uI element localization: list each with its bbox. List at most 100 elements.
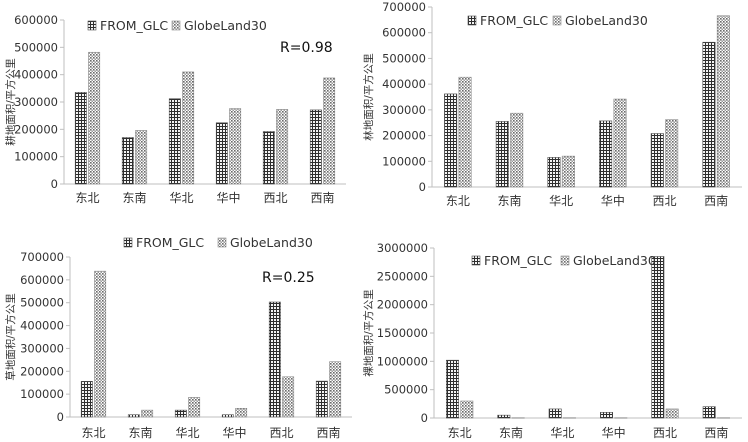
- legend-swatch: [560, 255, 570, 266]
- correlation-annotation: R=0.98: [280, 40, 333, 56]
- y-tick-label: 600000: [14, 13, 58, 27]
- bar-globeland30-6: [717, 417, 730, 419]
- y-tick-label: 500000: [14, 40, 58, 54]
- bar-from-glc-4: [221, 414, 234, 418]
- x-category-label: 东南: [497, 193, 521, 208]
- y-tick-label: 3000000: [377, 241, 428, 255]
- bar-from-glc-1: [74, 92, 87, 185]
- bar-globeland30-5: [665, 408, 679, 419]
- bar-from-glc-6: [702, 406, 716, 419]
- y-tick-label: 100000: [14, 150, 58, 164]
- chart-panel-2: 0 100000 200000 300000 400000 500000 600000 700…: [362, 0, 742, 208]
- y-tick-label: 0: [57, 410, 64, 424]
- bar-from-glc-1: [446, 359, 459, 419]
- bar-globeland30-4: [614, 417, 628, 419]
- bar-from-glc-2: [497, 414, 511, 419]
- y-tick-label: 200000: [382, 129, 426, 143]
- bar-from-glc-2: [127, 414, 140, 418]
- bar-globeland30-1: [88, 51, 101, 185]
- y-tick-label: 300000: [20, 341, 64, 355]
- bar-from-glc-5: [268, 301, 281, 418]
- legend-label: GlobeLand30: [565, 13, 648, 28]
- y-tick-label: 500000: [384, 383, 428, 397]
- y-tick-label: 500000: [382, 51, 426, 65]
- y-tick-label: 2000000: [377, 298, 428, 312]
- bar-globeland30-1: [94, 270, 107, 418]
- legend-swatch: [123, 237, 133, 248]
- y-tick-label: 500000: [20, 296, 64, 310]
- x-category-label: 东北: [446, 194, 470, 208]
- bar-globeland30-4: [613, 98, 627, 188]
- x-category-label: 西北: [263, 191, 287, 205]
- y-tick-label: 0: [51, 177, 58, 191]
- legend-swatch: [467, 15, 477, 26]
- legend-label: GlobeLand30: [573, 253, 656, 268]
- y-tick-label: 1500000: [377, 326, 428, 340]
- y-tick-label: 700000: [20, 250, 64, 264]
- bar-globeland30-6: [329, 361, 342, 418]
- bar-globeland30-5: [276, 109, 289, 185]
- x-category-label: 西北: [269, 426, 293, 440]
- chart-panel-1: 0 100000 200000 300000 400000 500000 600000 耕地面…: [4, 13, 346, 205]
- bar-globeland30-6: [323, 77, 336, 185]
- x-category-label: 东南: [122, 190, 146, 205]
- bar-globeland30-3: [563, 417, 576, 419]
- legend-swatch: [217, 237, 227, 248]
- x-category-label: 西南: [316, 425, 340, 440]
- x-category-label: 东南: [499, 425, 523, 440]
- y-tick-label: 400000: [20, 319, 64, 333]
- bar-globeland30-3: [182, 71, 195, 185]
- bar-from-glc-5: [651, 256, 665, 419]
- bar-from-glc-4: [215, 122, 228, 185]
- legend-label: FROM_GLC: [480, 13, 548, 28]
- x-category-label: 西南: [704, 193, 728, 208]
- bar-from-glc-6: [702, 41, 716, 188]
- legend-swatch: [171, 20, 181, 31]
- bar-globeland30-4: [229, 108, 242, 185]
- y-tick-label: 100000: [382, 154, 426, 168]
- y-tick-label: 400000: [382, 77, 426, 91]
- y-axis-title: 裸地面积/平方公里: [362, 289, 375, 377]
- x-category-label: 华北: [550, 426, 574, 440]
- bar-from-glc-1: [444, 93, 458, 188]
- y-tick-label: 600000: [382, 26, 426, 40]
- legend-swatch: [471, 255, 481, 266]
- y-tick-label: 100000: [20, 387, 64, 401]
- x-category-label: 华中: [601, 193, 625, 208]
- legend-label: FROM_GLC: [136, 235, 204, 250]
- legend-label: FROM_GLC: [100, 18, 168, 33]
- x-category-label: 东南: [128, 425, 152, 440]
- legend-swatch: [87, 20, 97, 31]
- x-category-label: 西南: [704, 425, 728, 440]
- y-axis-title: 草地面积/平方公里: [4, 293, 17, 381]
- chart-panel-4: 0 500000 1000000 1500000 2000000 2500000 30000…: [362, 241, 742, 440]
- x-category-label: 华北: [175, 426, 199, 440]
- legend-label: GlobeLand30: [230, 235, 313, 250]
- y-tick-label: 200000: [14, 122, 58, 136]
- legend-swatch: [552, 15, 562, 26]
- bar-from-glc-2: [121, 137, 134, 185]
- correlation-annotation: R=0.25: [262, 270, 315, 286]
- x-category-label: 华北: [169, 191, 193, 205]
- x-category-label: 东北: [448, 426, 472, 440]
- y-tick-label: 400000: [14, 68, 58, 82]
- bar-globeland30-2: [510, 112, 524, 188]
- bar-from-glc-5: [650, 133, 664, 188]
- y-tick-label: 0: [421, 411, 428, 425]
- y-axis-title: 耕地面积/平方公里: [4, 58, 17, 146]
- bar-from-glc-4: [599, 120, 613, 188]
- x-category-label: 华北: [549, 194, 573, 208]
- bar-globeland30-6: [716, 15, 730, 188]
- y-tick-label: 2500000: [377, 269, 428, 283]
- x-category-label: 华中: [602, 425, 626, 440]
- x-category-label: 东北: [81, 426, 105, 440]
- bar-globeland30-4: [235, 408, 248, 418]
- y-tick-label: 200000: [20, 364, 64, 378]
- bar-from-glc-3: [548, 408, 562, 419]
- x-category-label: 西北: [652, 194, 676, 208]
- legend-label: GlobeLand30: [184, 18, 267, 33]
- y-tick-label: 600000: [20, 273, 64, 287]
- x-category-label: 东北: [75, 191, 99, 205]
- y-tick-label: 0: [419, 180, 426, 194]
